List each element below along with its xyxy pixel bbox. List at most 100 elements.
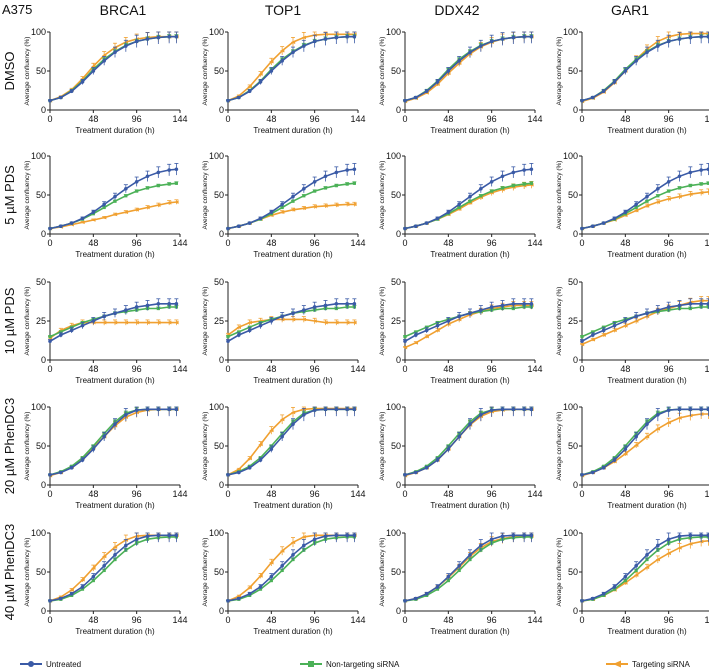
x-tick-label: 144 — [172, 364, 187, 374]
series-untreated — [48, 406, 179, 477]
data-point — [69, 588, 74, 592]
data-point — [468, 199, 472, 203]
data-point — [706, 181, 709, 185]
series-line-untreated — [404, 35, 532, 102]
x-tick-label: 144 — [172, 615, 187, 625]
data-point — [269, 210, 274, 214]
data-point — [80, 585, 85, 589]
data-point — [500, 37, 505, 41]
y-tick-label: 50 — [214, 190, 224, 200]
y-tick-label: 25 — [391, 316, 401, 326]
y-tick-label: 100 — [386, 27, 401, 37]
series-non-targeting-sirna — [403, 304, 534, 339]
data-point — [623, 323, 628, 328]
y-tick-label: 0 — [41, 105, 46, 115]
data-point — [667, 189, 671, 193]
data-point — [290, 540, 296, 545]
data-point — [302, 413, 306, 417]
x-tick-label: 0 — [579, 615, 584, 625]
x-tick-label: 96 — [132, 489, 142, 499]
data-point — [102, 314, 106, 319]
x-axis-title: Treatment duration (h) — [430, 627, 510, 636]
data-point — [124, 413, 128, 417]
series-untreated — [226, 163, 357, 231]
x-tick-label: 0 — [402, 114, 407, 124]
series-line-non-targeting-sirna — [227, 536, 355, 602]
data-point — [102, 563, 106, 568]
data-point — [91, 566, 96, 570]
data-point — [468, 553, 472, 557]
data-point — [279, 48, 285, 53]
data-point — [666, 39, 671, 44]
data-point — [334, 184, 338, 188]
data-point — [102, 568, 106, 573]
data-point — [280, 314, 284, 319]
data-point — [80, 80, 85, 84]
series-line-untreated — [581, 35, 709, 102]
series-targeting-sirna — [402, 181, 534, 231]
data-point — [323, 320, 328, 325]
data-point — [59, 333, 63, 337]
data-point — [291, 194, 295, 199]
data-point — [706, 305, 709, 309]
x-axis-title: Treatment duration (h) — [607, 250, 687, 259]
data-point — [479, 186, 483, 191]
data-point — [345, 302, 349, 306]
x-axis-title: Treatment duration (h) — [430, 376, 510, 385]
data-point — [156, 320, 161, 325]
series-untreated — [48, 298, 179, 344]
x-axis-title: Treatment duration (h) — [253, 376, 333, 385]
y-tick-label: 50 — [568, 567, 578, 577]
data-point — [601, 221, 606, 225]
data-point — [579, 342, 585, 347]
series-non-targeting-sirna — [580, 304, 709, 339]
data-point — [312, 39, 317, 44]
x-tick-label: 48 — [443, 238, 453, 248]
x-axis-title: Treatment duration (h) — [430, 250, 510, 259]
x-axis-title: Treatment duration (h) — [253, 250, 333, 259]
data-point — [167, 407, 171, 412]
y-tick-label: 50 — [36, 441, 46, 451]
column-headers: BRCA1 TOP1 DDX42 GAR1 — [100, 2, 650, 18]
x-tick-label: 144 — [350, 489, 365, 499]
y-tick-label: 0 — [41, 606, 46, 616]
data-point — [633, 573, 639, 577]
y-tick-label: 50 — [568, 441, 578, 451]
data-point — [688, 407, 693, 412]
data-point — [706, 34, 709, 39]
series-non-targeting-sirna — [403, 181, 534, 231]
y-axis-title: Average confluency (%) — [202, 538, 209, 607]
data-point — [123, 210, 129, 214]
data-point — [323, 303, 328, 308]
data-point — [59, 330, 63, 334]
data-point — [677, 186, 682, 190]
y-tick-label: 0 — [396, 606, 401, 616]
data-point — [70, 325, 74, 329]
data-point — [312, 305, 317, 309]
data-point — [591, 224, 595, 228]
data-point — [655, 427, 661, 431]
row-label-20-m-phendc3: 20 µM PhenDC3 — [2, 398, 17, 494]
series-line-targeting-sirna — [49, 35, 177, 102]
x-tick-label: 144 — [527, 238, 542, 248]
data-point — [435, 587, 440, 591]
panel-20-m-phendc3-ddx42: 0 50 100 0 48 96 144 Treatment duration (h) Aver… — [379, 402, 543, 510]
x-tick-label: 0 — [47, 489, 52, 499]
data-point — [291, 553, 295, 557]
data-point — [468, 311, 472, 316]
series-untreated — [580, 532, 709, 603]
panel-40-m-phendc3-gar1: 0 50 100 0 48 96 144 Treatment duration (h) Aver… — [556, 528, 709, 636]
series-non-targeting-sirna — [403, 406, 534, 477]
data-point — [269, 69, 274, 73]
data-point — [113, 194, 117, 199]
y-tick-label: 50 — [391, 277, 401, 287]
x-axis-title: Treatment duration (h) — [253, 126, 333, 135]
series-untreated — [580, 298, 709, 344]
data-point — [403, 226, 407, 231]
data-point — [706, 190, 709, 194]
data-point — [167, 302, 171, 306]
data-point — [302, 194, 306, 198]
data-point — [403, 98, 407, 103]
data-point — [500, 174, 505, 179]
